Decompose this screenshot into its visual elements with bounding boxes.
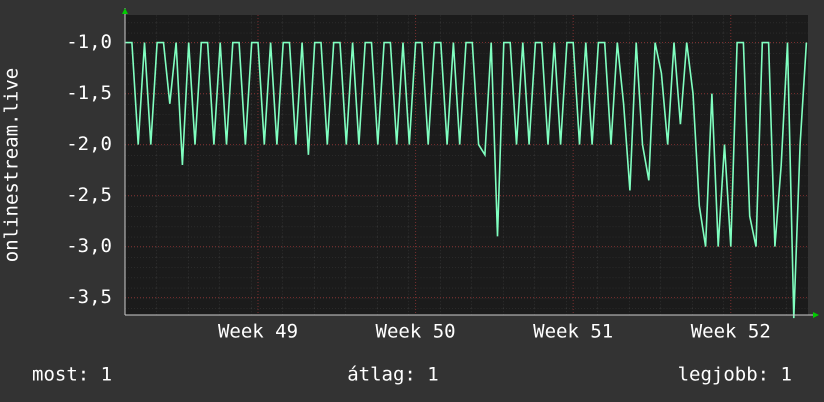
x-tick-label: Week 51 [533,321,613,343]
y-tick-label: -1,5 [66,82,112,104]
footer-stat: átlag: 1 [347,364,439,386]
y-tick-label: -2,0 [66,133,112,155]
grid [125,15,808,315]
footer-stat: legjobb: 1 [678,364,792,386]
y-tick-label: -3,0 [66,235,112,257]
axis-arrow [122,8,128,14]
y-tick-label: -2,5 [66,184,112,206]
marks [125,41,808,319]
footer-stat: most: 1 [32,364,112,386]
minor-grid [125,15,808,315]
x-tick-label: Week 52 [691,321,771,343]
x-tick-label: Week 49 [218,321,298,343]
data-line [125,41,808,319]
x-tick-label: Week 50 [376,321,456,343]
axis-arrow [813,312,819,318]
y-axis-label: onlinestream.live [1,68,23,262]
y-tick-label: -1,0 [66,31,112,53]
y-tick-label: -3,5 [66,286,112,308]
